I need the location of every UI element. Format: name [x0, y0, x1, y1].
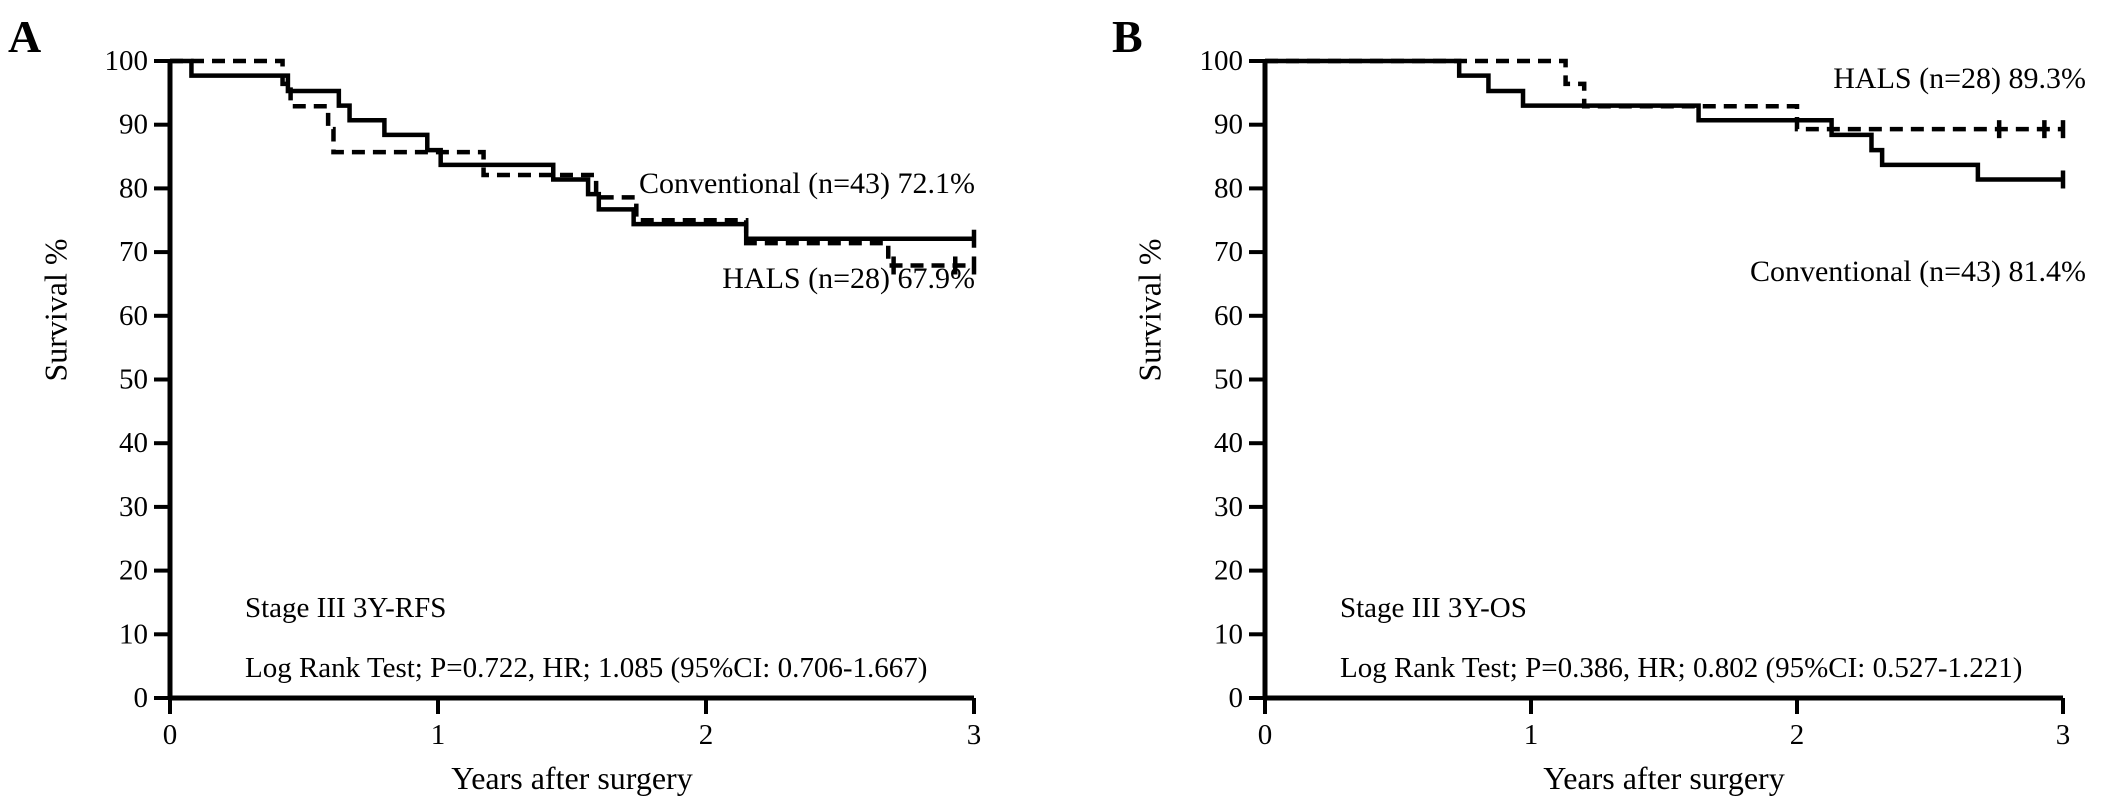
y-tick-label: 70 [119, 236, 148, 268]
x-tick-label: 0 [163, 719, 178, 751]
y-tick-label: 100 [1200, 45, 1244, 77]
y-tick-label: 60 [1214, 300, 1243, 332]
x-tick-label: 2 [1790, 719, 1805, 751]
y-tick-label: 10 [119, 618, 148, 650]
y-tick-label: 30 [119, 491, 148, 523]
x-tick-label: 3 [2056, 719, 2071, 751]
y-tick-label: 80 [1214, 172, 1243, 204]
y-tick-label: 10 [1214, 618, 1243, 650]
km-curve-hals [1265, 58, 2063, 132]
km-curve-conventional [170, 58, 974, 241]
x-tick-label: 2 [699, 719, 714, 751]
panel-a-logrank-annotation: Log Rank Test; P=0.722, HR; 1.085 (95%CI… [245, 652, 928, 684]
panel-a-x-axis-title: Years after surgery [451, 760, 693, 796]
y-tick-label: 50 [1214, 364, 1243, 396]
y-tick-label: 40 [1214, 427, 1243, 459]
panel-b-hals-curve-label: HALS (n=28) 89.3% [1833, 62, 2086, 95]
y-tick-label: 80 [119, 172, 148, 204]
x-tick-label: 0 [1258, 719, 1273, 751]
panel-b-conventional-curve-label: Conventional (n=43) 81.4% [1749, 255, 2086, 288]
panel-a-y-axis-title: Survival % [37, 238, 74, 382]
panel-b-x-axis-title: Years after surgery [1543, 760, 1785, 796]
y-tick-label: 90 [119, 109, 148, 141]
y-tick-label: 30 [1214, 491, 1243, 523]
panel-a-hals-curve-label: HALS (n=28) 67.9% [722, 262, 975, 295]
panel-a: 0 10 20 30 40 50 60 70 80 90 100 0 1 2 3 [105, 45, 982, 751]
panel-b: 0 10 20 30 40 50 60 70 80 90 100 0 1 2 3 [1200, 45, 2071, 751]
x-tick-label: 3 [967, 719, 982, 751]
y-tick-label: 40 [119, 427, 148, 459]
x-tick-label: 1 [1524, 719, 1539, 751]
y-tick-label: 90 [1214, 109, 1243, 141]
y-tick-label: 0 [134, 682, 149, 714]
y-tick-label: 20 [119, 555, 148, 587]
km-curve-conventional [1265, 58, 2063, 182]
panel-a-stage-annotation: Stage III 3Y-RFS [245, 592, 447, 624]
panel-a-conventional-curve-label: Conventional (n=43) 72.1% [638, 167, 975, 200]
km-curve-hals [170, 58, 974, 268]
y-tick-label: 100 [105, 45, 149, 77]
panel-b-stage-annotation: Stage III 3Y-OS [1340, 592, 1527, 624]
panel-a-letter: A [8, 11, 42, 62]
y-tick-label: 0 [1229, 682, 1244, 714]
panel-b-y-axis-title: Survival % [1131, 238, 1168, 382]
x-tick-label: 1 [431, 719, 446, 751]
panel-b-logrank-annotation: Log Rank Test; P=0.386, HR; 0.802 (95%CI… [1340, 652, 2023, 684]
y-tick-label: 70 [1214, 236, 1243, 268]
y-tick-label: 20 [1214, 555, 1243, 587]
y-tick-label: 60 [119, 300, 148, 332]
panel-b-letter: B [1112, 11, 1143, 62]
y-tick-label: 50 [119, 364, 148, 396]
